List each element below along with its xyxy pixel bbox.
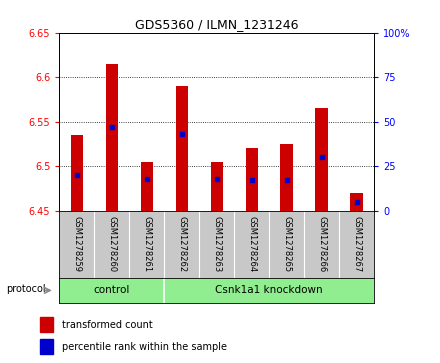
- Bar: [71, 135, 83, 211]
- Bar: [40, 339, 53, 354]
- Text: GSM1278261: GSM1278261: [142, 216, 151, 272]
- Bar: [280, 144, 293, 211]
- Text: GSM1278262: GSM1278262: [177, 216, 186, 272]
- Bar: [176, 86, 188, 211]
- Text: percentile rank within the sample: percentile rank within the sample: [62, 342, 227, 352]
- Text: GSM1278265: GSM1278265: [282, 216, 291, 272]
- Bar: [40, 317, 53, 333]
- Text: transformed count: transformed count: [62, 319, 152, 330]
- Text: GSM1278259: GSM1278259: [72, 216, 81, 272]
- Bar: [211, 162, 223, 211]
- Text: GSM1278264: GSM1278264: [247, 216, 256, 272]
- Text: GSM1278263: GSM1278263: [212, 216, 221, 272]
- Title: GDS5360 / ILMN_1231246: GDS5360 / ILMN_1231246: [135, 19, 298, 32]
- Bar: [141, 162, 153, 211]
- Text: protocol: protocol: [6, 284, 46, 294]
- Text: GSM1278266: GSM1278266: [317, 216, 326, 272]
- Bar: [315, 108, 328, 211]
- Bar: [106, 64, 118, 211]
- Text: GSM1278267: GSM1278267: [352, 216, 361, 272]
- Text: control: control: [94, 285, 130, 295]
- Text: Csnk1a1 knockdown: Csnk1a1 knockdown: [215, 285, 323, 295]
- Bar: [350, 193, 363, 211]
- Text: GSM1278260: GSM1278260: [107, 216, 116, 272]
- Bar: [246, 148, 258, 211]
